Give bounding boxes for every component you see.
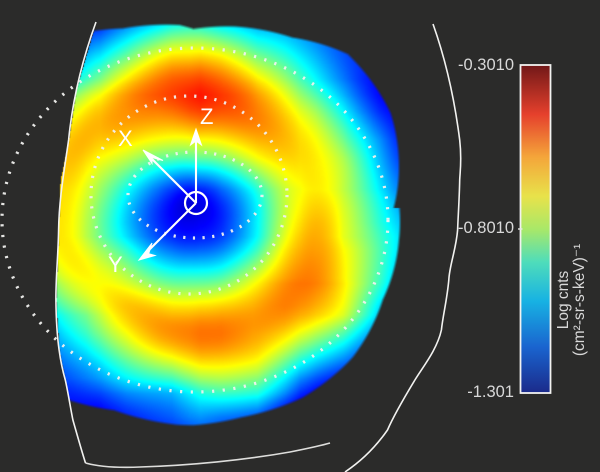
svg-text:-0.8010: -0.8010 [458, 219, 514, 237]
svg-text:-1.301: -1.301 [467, 383, 514, 401]
svg-text:Z: Z [200, 104, 213, 129]
svg-text:(cm²-sr-s-keV)⁻¹: (cm²-sr-s-keV)⁻¹ [571, 244, 588, 356]
svg-text:Y: Y [108, 252, 123, 277]
svg-text:-0.3010: -0.3010 [458, 56, 514, 74]
svg-text:Log cnts: Log cnts [555, 270, 572, 329]
svg-text:X: X [118, 126, 133, 151]
